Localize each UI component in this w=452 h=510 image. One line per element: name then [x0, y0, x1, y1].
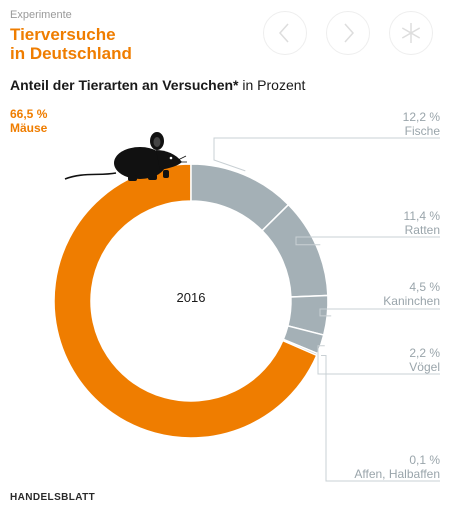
title-line-1: Tierversuche [10, 25, 116, 44]
mouse-icon [64, 132, 187, 181]
value-voegel: 2,2 % [409, 346, 440, 360]
center-year: 2016 [176, 290, 206, 305]
chart-subtitle: Anteil der Tierarten an Versuchen* in Pr… [10, 77, 305, 93]
subtitle-bold: Anteil der Tierarten an Versuchen* [10, 77, 239, 93]
leader-ratten [295, 236, 440, 246]
value-fische: 12,2 % [402, 110, 440, 124]
leader-affen-halbaffen [321, 355, 440, 482]
leader-voegel [317, 345, 440, 375]
value-ratten: 11,4 % [403, 209, 440, 223]
label-maeuse: 66,5 % Mäuse [10, 107, 47, 135]
name-kaninchen: Kaninchen [383, 294, 440, 308]
label-affen: 0,1 % Affen, Halbaffen [354, 453, 440, 481]
name-fische: Fische [404, 124, 440, 138]
name-voegel: Vögel [409, 360, 440, 374]
name-maeuse: Mäuse [10, 121, 48, 135]
menu-button[interactable] [389, 11, 433, 55]
value-maeuse: 66,5 % [10, 107, 48, 121]
label-fische: 12,2 % Fische [403, 110, 440, 138]
prev-button[interactable] [263, 11, 307, 55]
value-affen: 0,1 % [409, 453, 440, 467]
label-voegel: 2,2 % Vögel [409, 346, 440, 374]
label-ratten: 11,4 % Ratten [404, 209, 440, 237]
leader-kaninchen [319, 308, 440, 317]
asterisk-icon [401, 23, 421, 43]
chevron-right-icon [344, 23, 355, 43]
leader-fische [213, 137, 440, 172]
source-credit: HANDELSBLATT [10, 492, 96, 503]
name-ratten: Ratten [404, 223, 440, 237]
subtitle-rest: in Prozent [238, 77, 306, 93]
title-line-2: in Deutschland [10, 44, 132, 63]
label-kaninchen: 4,5 % Kaninchen [383, 280, 440, 308]
slice-affen-halbaffen [281, 338, 319, 357]
value-kaninchen: 4,5 % [409, 280, 440, 294]
next-button[interactable] [326, 11, 370, 55]
name-affen: Affen, Halbaffen [354, 467, 440, 481]
kicker: Experimente [10, 9, 72, 21]
chevron-left-icon [278, 23, 289, 43]
page-title: Tierversuche in Deutschland [10, 25, 132, 63]
